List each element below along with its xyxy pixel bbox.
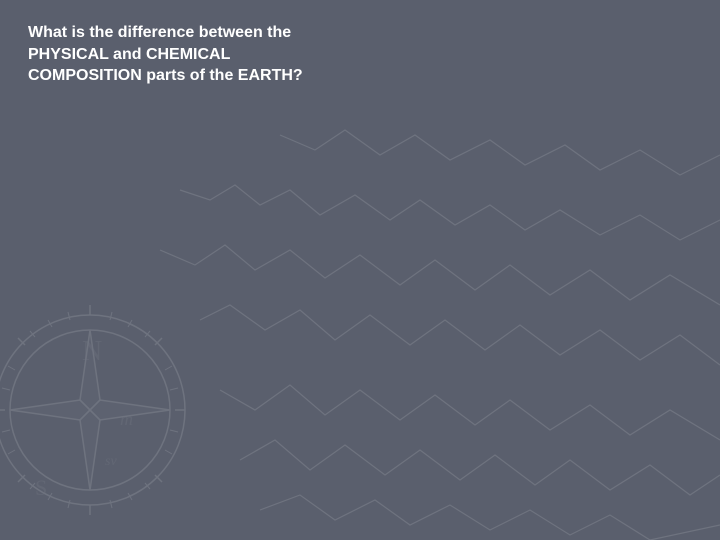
slide-title: What is the difference between the PHYSI… bbox=[28, 22, 308, 87]
svg-text:m: m bbox=[120, 409, 133, 429]
svg-text:N: N bbox=[82, 336, 102, 367]
svg-text:S: S bbox=[35, 475, 47, 500]
svg-text:sv: sv bbox=[105, 454, 117, 469]
